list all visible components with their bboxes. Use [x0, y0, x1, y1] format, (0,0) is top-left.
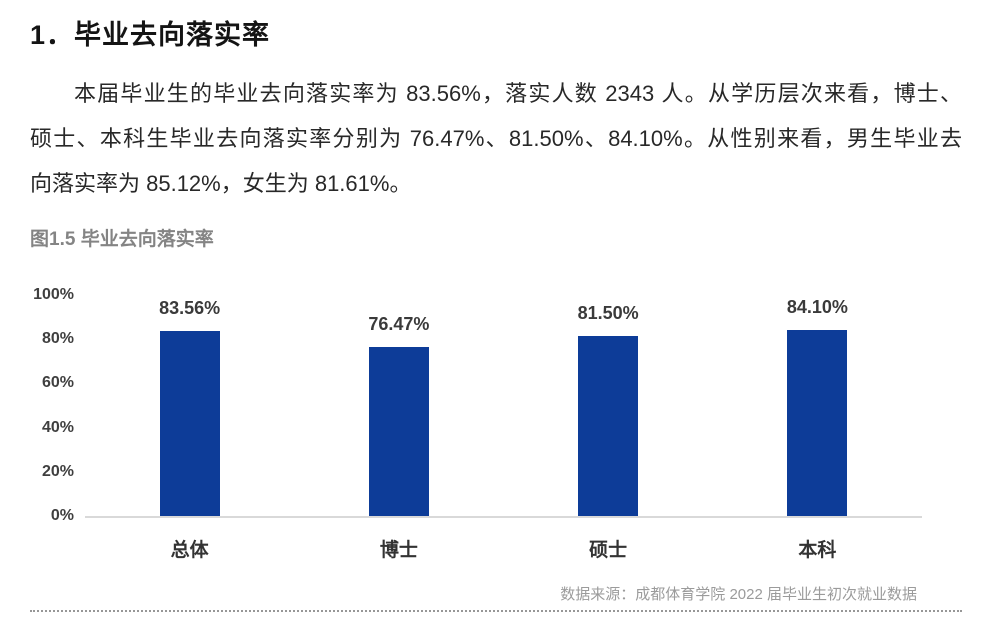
y-tick-label: 0% [50, 507, 74, 524]
bar-column: 81.50% [504, 295, 713, 516]
bar-value-label: 83.56% [159, 298, 221, 319]
x-axis-category-labels: 总体 博士 硕士 本科 [85, 535, 922, 562]
bar [368, 347, 429, 516]
paragraph-line-1: 本届毕业生的毕业去向落实率为 83.56%，落实人数 2343 人。从学历层次来… [74, 81, 962, 106]
y-tick-label: 20% [41, 462, 74, 480]
bar-value-label: 76.47% [368, 314, 430, 335]
bar [159, 331, 220, 516]
y-tick-label: 40% [41, 418, 74, 436]
y-axis-tick-labels: 100% 80% 60% 40% 20% 0% [0, 286, 74, 524]
footer-divider [30, 610, 962, 612]
category-label: 硕士 [589, 540, 628, 561]
category-label: 总体 [170, 540, 209, 561]
category-label: 博士 [379, 540, 418, 561]
y-tick-label: 60% [41, 374, 74, 392]
section-title: 1．毕业去向落实率 [30, 20, 271, 50]
bar [578, 335, 639, 516]
data-source-note: 数据来源：成都体育学院 2022 届毕业生初次就业数据 [560, 586, 917, 603]
figure-caption: 图1.5 毕业去向落实率 [30, 229, 214, 250]
y-tick-label: 80% [41, 330, 74, 348]
body-paragraph: 本届毕业生的毕业去向落实率为 83.56%，落实人数 2343 人。从学历层次来… [30, 71, 962, 206]
bar-column: 83.56% [85, 295, 294, 516]
paragraph-line-2: 硕士、本科生毕业去向落实率分别为 76.47%、81.50%、84.10%。从性… [30, 126, 962, 151]
bar-column: 84.10% [713, 295, 922, 516]
paragraph-line-3: 向落实率为 85.12%，女生为 81.61%。 [30, 171, 412, 196]
bar-value-label: 84.10% [786, 297, 848, 318]
plot-area: 83.56% 76.47% 81.50% 84.10% [85, 295, 922, 516]
x-axis-line [85, 516, 922, 518]
category-label: 本科 [798, 540, 837, 561]
bar-column: 76.47% [294, 295, 503, 516]
y-tick-label: 100% [33, 286, 74, 303]
bar-value-label: 81.50% [577, 302, 639, 323]
bar [787, 330, 848, 516]
